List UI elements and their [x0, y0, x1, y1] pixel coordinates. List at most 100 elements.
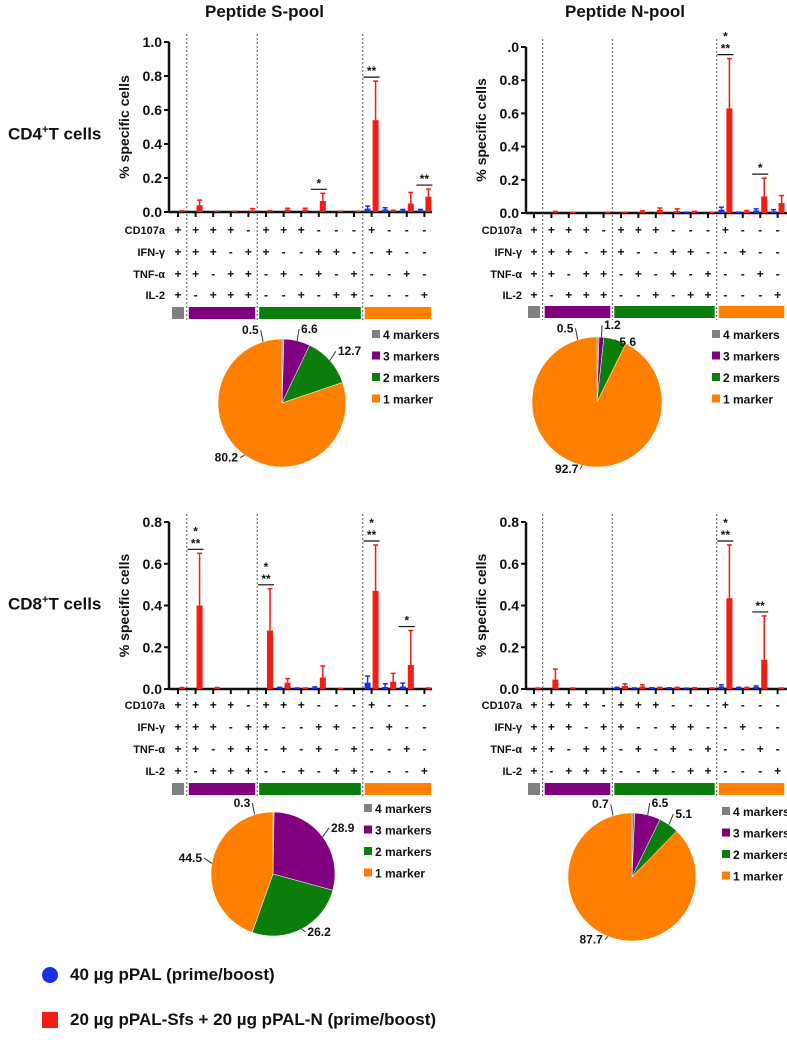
- marker-sign: +: [227, 742, 234, 756]
- marker-sign: -: [671, 698, 675, 712]
- marker-sign: -: [334, 223, 338, 237]
- marker-sign: -: [194, 764, 198, 778]
- bar-pPAL-Sfs-N: [249, 210, 256, 212]
- marker-sign: -: [758, 245, 762, 259]
- marker-sign: +: [245, 245, 252, 259]
- significance-label: *: [758, 161, 763, 175]
- marker-sign: +: [210, 764, 217, 778]
- marker-sign: +: [298, 223, 305, 237]
- marker-sign: +: [704, 267, 711, 281]
- marker-sign: -: [299, 742, 303, 756]
- significance-label: *: [404, 614, 409, 628]
- row-title-cd8-sup: +: [42, 594, 49, 606]
- y-axis-label: % specific cells: [473, 554, 489, 658]
- row-title-cd4-rest: T cells: [48, 124, 102, 144]
- row-title-cd4: CD4+T cells: [8, 124, 101, 145]
- significance-label: *: [264, 560, 269, 574]
- marker-group-bar: [544, 783, 611, 795]
- marker-sign: -: [246, 223, 250, 237]
- bar-pPAL-Sfs-N: [674, 211, 681, 213]
- marker-sign: -: [352, 698, 356, 712]
- marker-sign: -: [689, 223, 693, 237]
- marker-sign: +: [757, 267, 764, 281]
- y-tick-label: 0.8: [500, 514, 520, 530]
- pie-value-label: 0.3: [234, 796, 251, 810]
- y-axis-label: % specific cells: [116, 75, 132, 179]
- y-tick-label: 0.8: [143, 68, 163, 84]
- marker-sign: +: [174, 223, 181, 237]
- pie-legend-label: 4 markers: [383, 328, 440, 342]
- marker-sign: -: [264, 764, 268, 778]
- marker-sign: -: [723, 742, 727, 756]
- y-tick-label: 0.0: [500, 681, 520, 697]
- marker-sign: -: [264, 742, 268, 756]
- pie-value-label: 26.2: [307, 925, 331, 939]
- marker-sign: +: [174, 720, 181, 734]
- marker-sign: -: [636, 720, 640, 734]
- pie-value-label: 5.6: [619, 335, 636, 349]
- marker-sign: +: [174, 698, 181, 712]
- marker-sign: +: [635, 698, 642, 712]
- pie-value-label: 6.6: [301, 322, 318, 336]
- marker-sign: +: [583, 742, 590, 756]
- marker-sign: +: [262, 245, 269, 259]
- marker-sign: -: [405, 223, 409, 237]
- pie-legend-swatch: [364, 847, 372, 855]
- marker-sign: +: [262, 698, 269, 712]
- marker-sign: -: [776, 698, 780, 712]
- marker-sign: +: [530, 742, 537, 756]
- pie-leader-line: [251, 803, 256, 815]
- bar-pPAL: [364, 208, 371, 212]
- marker-sign: -: [723, 245, 727, 259]
- significance-label: **: [721, 42, 731, 56]
- marker-sign: +: [583, 698, 590, 712]
- significance-label: **: [261, 572, 271, 586]
- bar-pPAL-Sfs-N: [691, 212, 698, 213]
- pie-leader-line: [322, 827, 330, 838]
- marker-sign: -: [654, 267, 658, 281]
- significance-label: **: [420, 172, 430, 186]
- marker-sign: -: [549, 288, 553, 302]
- bar-pPAL: [753, 686, 760, 689]
- marker-sign: +: [600, 245, 607, 259]
- marker-sign: +: [617, 223, 624, 237]
- pie-legend-swatch: [372, 394, 380, 403]
- marker-sign: -: [776, 742, 780, 756]
- pie-leader-line: [647, 803, 651, 816]
- marker-sign: -: [636, 764, 640, 778]
- pie-legend-label: 4 markers: [375, 802, 432, 816]
- bar-pPAL-Sfs-N: [407, 664, 414, 689]
- pie-legend-swatch: [372, 373, 380, 381]
- bar-pPAL: [718, 209, 725, 213]
- marker-sign: -: [741, 288, 745, 302]
- marker-sign: +: [600, 720, 607, 734]
- marker-sign: +: [298, 698, 305, 712]
- pie-slice-1-marker: [217, 338, 347, 468]
- pie-leader-line: [600, 325, 603, 338]
- marker-sign: -: [636, 245, 640, 259]
- marker-sign: -: [706, 720, 710, 734]
- bar-pPAL-Sfs-N: [639, 686, 646, 689]
- marker-sign: +: [565, 223, 572, 237]
- marker-sign: +: [565, 245, 572, 259]
- marker-group-bar: [718, 306, 785, 318]
- marker-sign: +: [548, 245, 555, 259]
- marker-sign: +: [245, 288, 252, 302]
- marker-group-bar: [172, 783, 184, 795]
- pie-legend-swatch: [722, 828, 730, 837]
- pie-legend-label: 1 marker: [723, 393, 773, 407]
- pie-legend-label: 4 markers: [723, 328, 780, 342]
- marker-sign: -: [741, 267, 745, 281]
- marker-sign: +: [350, 764, 357, 778]
- bar-pPAL-Sfs-N: [302, 209, 309, 212]
- marker-sign: -: [619, 764, 623, 778]
- bar-pPAL-Sfs-N: [372, 590, 379, 689]
- pie-value-label: 5.1: [675, 807, 692, 821]
- bar-pPAL-Sfs-N: [778, 203, 785, 213]
- marker-sign: -: [584, 245, 588, 259]
- pie-leader-line: [203, 857, 213, 864]
- significance-label: **: [756, 599, 766, 613]
- y-tick-label: 0.6: [500, 105, 520, 121]
- marker-group-bar: [364, 783, 432, 795]
